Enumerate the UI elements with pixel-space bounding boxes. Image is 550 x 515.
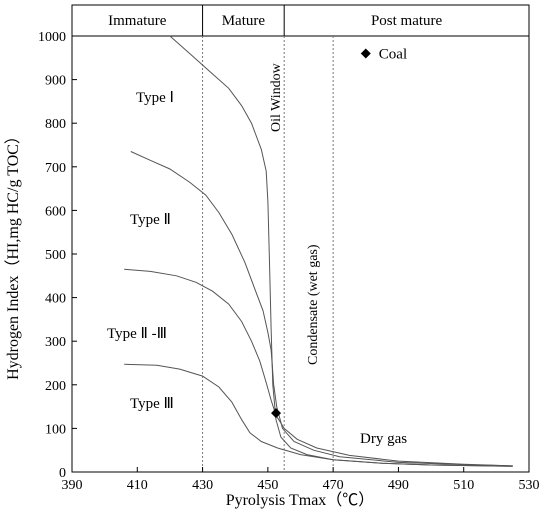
x-tick-label: 510 [453,478,474,493]
condensate-label: Condensate (wet gas) [306,244,321,365]
y-tick-label: 900 [45,74,66,89]
y-tick-label: 0 [59,466,66,481]
x-tick-label: 410 [127,478,148,493]
x-tick-label: 430 [192,478,213,493]
oil-window-label: Oil Window [269,62,284,132]
y-tick-label: 400 [45,292,66,307]
y-tick-label: 300 [45,335,66,350]
x-tick-label: 530 [519,478,540,493]
coal-marker [360,48,371,59]
x-tick-label: 450 [257,478,278,493]
y-tick-label: 1000 [38,30,66,45]
y-axis-ticks: 0 100 200 300 400 500 600 700 800 900 1000 [38,30,77,481]
x-axis-ticks: 390 410 430 450 470 490 510 530 [62,467,540,493]
x-axis-title: Pyrolysis Tmax（℃） [226,491,375,509]
coal-label: Coal [379,46,407,62]
dry-gas-label: Dry gas [360,431,407,447]
y-axis-title: Hydrogen Index（HI,mg HC/g TOC） [4,128,22,380]
zone-label-immature: Immature [108,13,167,29]
curve-label-type-iii: Type Ⅲ [130,396,174,412]
curve-type-ii [130,151,513,467]
x-tick-label: 490 [388,478,409,493]
curve-type-iii [124,363,513,467]
zone-label-post-mature: Post mature [371,13,443,29]
y-tick-label: 600 [45,204,66,219]
zone-label-mature: Mature [222,13,266,29]
curve-type-i [169,35,513,467]
sample-marker [271,408,282,419]
y-tick-label: 800 [45,117,66,132]
y-tick-label: 700 [45,161,66,176]
y-tick-label: 200 [45,379,66,394]
x-tick-label: 390 [62,478,83,493]
curve-label-type-i: Type Ⅰ [136,90,174,106]
y-tick-label: 100 [45,422,66,437]
y-tick-label: 500 [45,248,66,263]
x-tick-label: 470 [323,478,344,493]
curve-label-type-ii-iii: Type Ⅱ -Ⅲ [107,326,167,342]
curve-type-ii-iii [124,268,513,467]
curve-label-type-ii: Type Ⅱ [130,212,171,228]
